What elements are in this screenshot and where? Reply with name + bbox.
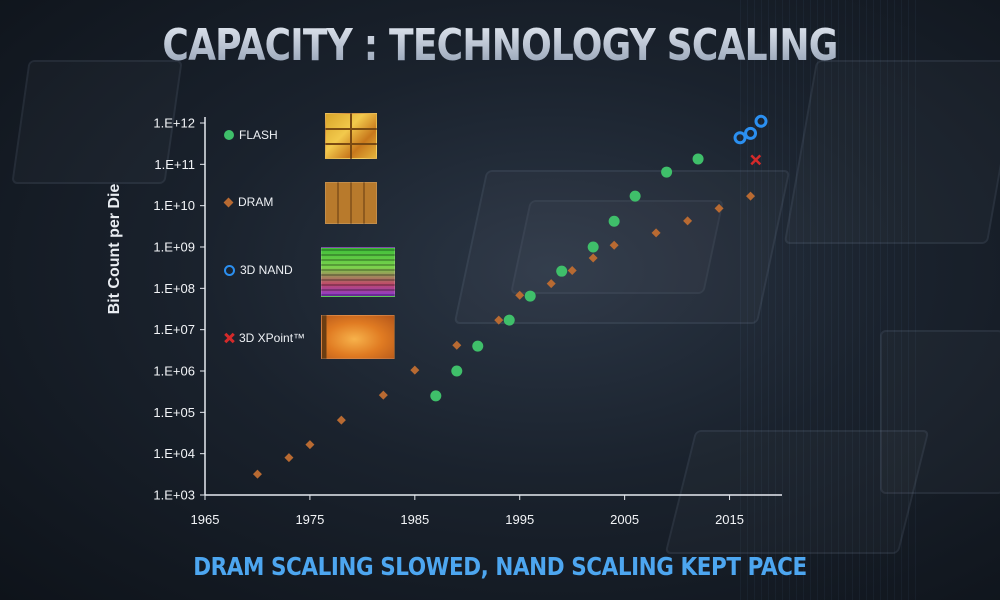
y-tick-label: 1.E+10 (153, 198, 195, 213)
dram-data-point (494, 315, 504, 325)
x-tick-label: 2005 (610, 512, 639, 527)
x-tick-label: 1995 (505, 512, 534, 527)
flash-data-point (629, 190, 641, 202)
xpoint-cross-icon (224, 333, 234, 343)
x-tick-label: 2015 (715, 512, 744, 527)
dram-diamond-icon (223, 197, 234, 207)
y-tick-label: 1.E+11 (154, 157, 195, 172)
y-tick-label: 1.E+03 (153, 488, 195, 503)
legend-label-3d-xpoint: 3D XPoint™ (239, 331, 306, 345)
dram-data-point (746, 191, 756, 201)
legend-item-dram: DRAM (223, 192, 274, 212)
legend-item-3d-nand: 3D NAND (224, 260, 293, 280)
slide-subtitle: DRAM SCALING SLOWED, NAND SCALING KEPT P… (193, 552, 807, 581)
flash-data-point (587, 241, 599, 253)
slide-title: CAPACITY : TECHNOLOGY SCALING (90, 20, 910, 71)
legend-label-flash: FLASH (239, 128, 278, 142)
dram-data-point (284, 453, 294, 463)
3d-xpoint-die-image (321, 315, 395, 359)
chart-legend: FLASH DRAM 3D NAND 3D XPoint™ (223, 112, 404, 362)
dram-data-point (515, 290, 525, 300)
background-light-streaks (740, 0, 920, 600)
dram-die-image (325, 182, 377, 224)
xpoint-cross-stroke (750, 154, 762, 166)
dram-data-point (305, 440, 315, 450)
y-tick-label: 1.E+09 (153, 240, 195, 255)
dram-data-point (683, 216, 693, 226)
chart-axes (200, 117, 782, 500)
flash-data-point (503, 314, 515, 326)
dram-data-point (452, 340, 462, 350)
y-tick-label: 1.E+07 (153, 322, 195, 337)
dram-data-point (567, 266, 577, 276)
chart-data-points (252, 114, 768, 479)
nand-ring-icon (224, 264, 235, 276)
x-tick-label: 1965 (191, 512, 220, 527)
flash-circle-icon (224, 130, 234, 140)
chart-tick-labels: 1.E+03 1.E+04 1.E+05 1.E+06 1.E+07 1.E+08 1.E+… (153, 116, 744, 528)
y-tick-label: 1.E+04 (153, 446, 195, 461)
dram-data-point (336, 415, 346, 425)
legend-item-flash: FLASH (224, 125, 278, 145)
3d-nand-die-image (321, 247, 395, 297)
flash-data-point (661, 166, 673, 178)
flash-data-point (556, 265, 568, 277)
y-tick-label: 1.E+08 (153, 281, 195, 296)
3d-nand-data-point (754, 114, 768, 128)
x-tick-label: 1975 (295, 512, 324, 527)
flash-data-point (608, 215, 620, 227)
y-tick-label: 1.E+12 (153, 116, 195, 131)
background-chip-graphic (880, 330, 1000, 494)
x-tick-label: 1985 (400, 512, 429, 527)
dram-data-point (651, 228, 661, 238)
dram-data-point (378, 390, 388, 400)
flash-data-point (472, 340, 484, 352)
y-tick-label: 1.E+05 (153, 405, 195, 420)
y-tick-label: 1.E+06 (153, 364, 195, 379)
flash-data-point (430, 390, 442, 402)
legend-label-dram: DRAM (238, 195, 274, 209)
flash-data-point (524, 290, 536, 302)
legend-item-3d-xpoint: 3D XPoint™ (224, 328, 305, 348)
dram-data-point (546, 279, 556, 289)
flash-die-image (325, 113, 377, 159)
flash-data-point (451, 365, 463, 377)
legend-label-3d-nand: 3D NAND (240, 263, 293, 277)
dram-data-point (609, 240, 619, 250)
3d-nand-data-point (744, 126, 758, 140)
dram-data-point (410, 365, 420, 375)
dram-data-point (714, 203, 724, 213)
flash-data-point (692, 153, 704, 165)
dram-data-point (252, 469, 262, 479)
3d-nand-data-point (733, 131, 747, 145)
dram-data-point (588, 253, 598, 263)
3d-xpoint-data-point (750, 154, 762, 166)
